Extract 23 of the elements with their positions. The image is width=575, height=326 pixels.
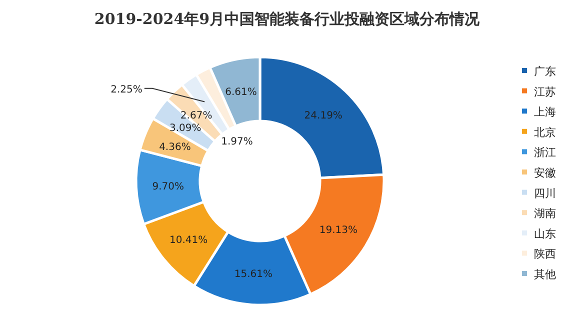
data-label: 6.61% <box>225 86 257 98</box>
legend-label: 四川 <box>534 186 556 200</box>
data-label: 24.19% <box>304 110 342 122</box>
legend-label: 安徽 <box>534 166 556 180</box>
legend-label: 江苏 <box>534 85 556 98</box>
data-label: 4.36% <box>159 142 191 153</box>
legend-label: 湖南 <box>534 207 556 220</box>
legend-label: 陕西 <box>534 248 556 261</box>
data-label: 15.61% <box>234 268 273 280</box>
data-label: 2.67% <box>180 110 212 122</box>
data-label: 3.09% <box>170 123 202 134</box>
legend-label: 浙江 <box>534 146 556 160</box>
legend-label: 其他 <box>534 268 556 281</box>
data-label: 1.97% <box>221 136 253 148</box>
legend-label: 山东 <box>534 227 556 240</box>
legend-label: 上海 <box>534 106 556 119</box>
data-label: 19.13% <box>319 225 358 236</box>
data-label: 9.70% <box>152 182 184 193</box>
data-label: 10.41% <box>170 235 208 246</box>
legend-label: 北京 <box>534 126 556 139</box>
data-label: 2.25% <box>110 84 142 96</box>
chart-title: 2019-2024年9月中国智能装备行业投融资区域分布情况 <box>94 10 481 28</box>
legend-label: 广东 <box>534 65 556 78</box>
